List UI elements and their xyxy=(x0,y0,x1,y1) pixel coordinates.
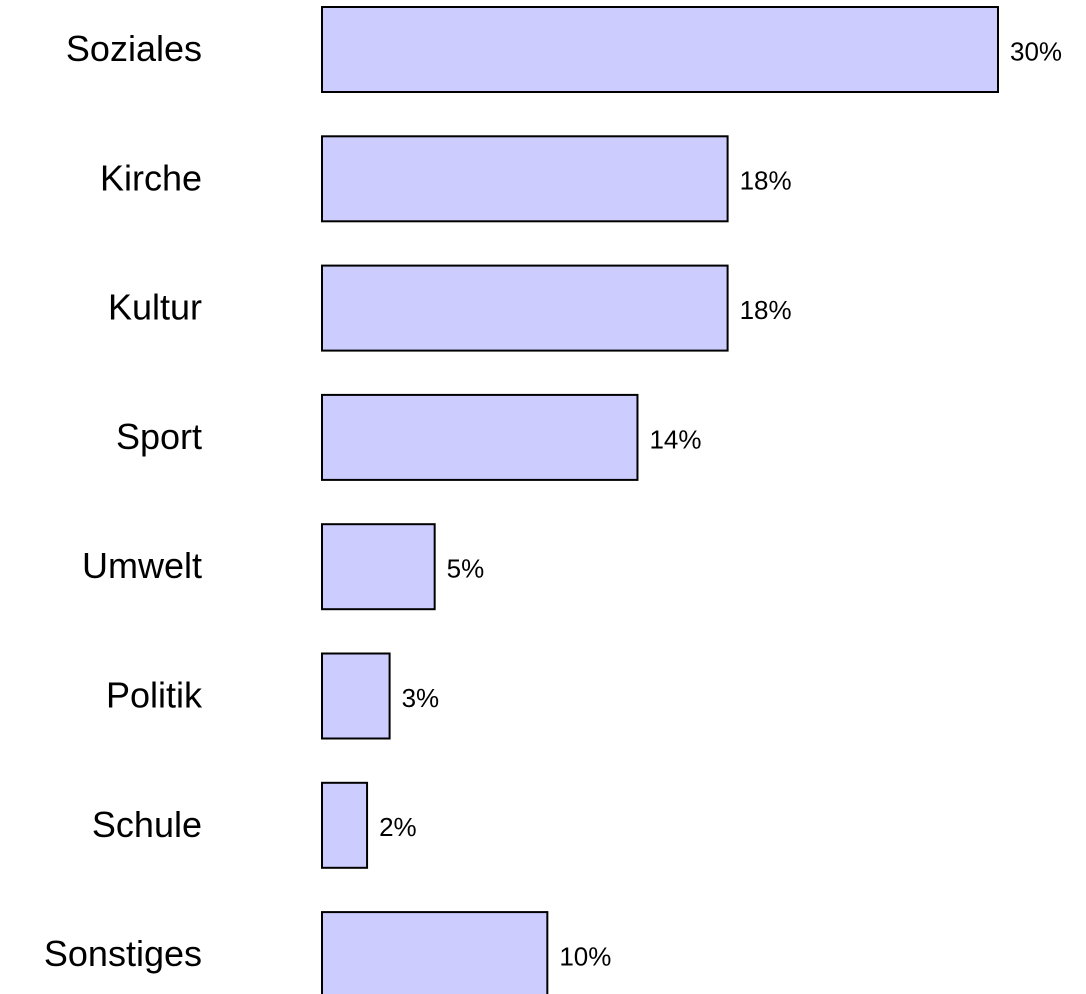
bar xyxy=(321,781,369,869)
category-label: Sonstiges xyxy=(44,933,202,974)
bar xyxy=(321,652,391,740)
value-label: 14% xyxy=(649,424,701,454)
category-label: Politik xyxy=(106,675,203,716)
category-label: Sport xyxy=(116,416,202,457)
category-label: Schule xyxy=(92,804,202,845)
bar xyxy=(321,135,729,223)
value-label: 2% xyxy=(379,812,417,842)
value-label: 10% xyxy=(559,941,611,971)
value-label: 18% xyxy=(740,166,792,196)
category-label: Umwelt xyxy=(82,545,202,586)
value-label: 3% xyxy=(402,683,440,713)
value-label: 5% xyxy=(447,554,485,584)
value-label: 30% xyxy=(1010,36,1062,66)
bar xyxy=(321,6,999,93)
category-label: Soziales xyxy=(66,28,202,69)
bar xyxy=(321,911,549,994)
category-label: Kirche xyxy=(100,157,202,198)
bar xyxy=(321,393,639,481)
category-label: Kultur xyxy=(108,287,202,328)
bar xyxy=(321,523,436,611)
value-label: 18% xyxy=(740,295,792,325)
bar xyxy=(321,264,729,352)
